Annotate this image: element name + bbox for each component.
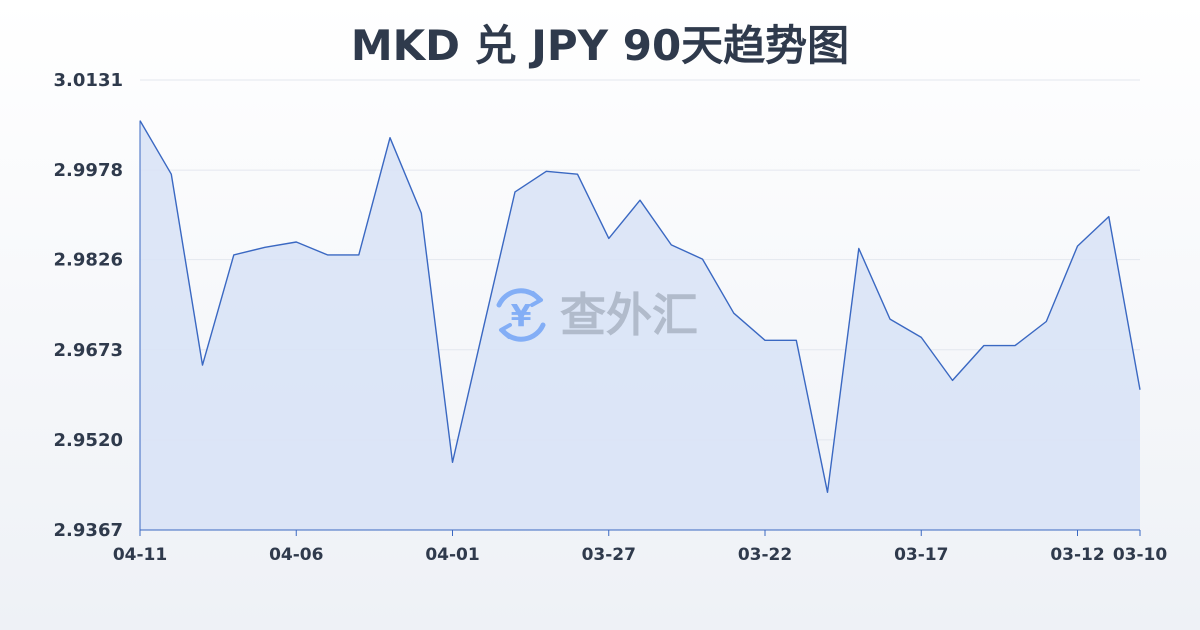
y-tick-label: 2.9978 xyxy=(54,160,123,181)
y-tick-label: 2.9826 xyxy=(54,250,123,271)
y-tick-label: 3.0131 xyxy=(54,70,123,91)
svg-text:¥: ¥ xyxy=(511,299,532,334)
x-tick-label: 04-01 xyxy=(425,545,479,565)
x-tick-label: 04-11 xyxy=(113,545,167,565)
x-tick-label: 03-10 xyxy=(1113,545,1168,565)
watermark-text: 查外汇 xyxy=(560,288,698,342)
y-axis: 3.0131 2.9978 2.9826 2.9673 2.9520 2.9367 xyxy=(54,70,123,541)
watermark: ¥ 查外汇 xyxy=(496,288,698,342)
series-area xyxy=(140,120,1140,530)
x-tick-label: 03-22 xyxy=(738,545,792,565)
y-tick-label: 2.9367 xyxy=(54,520,123,541)
chart-title: MKD 兑 JPY 90天趋势图 xyxy=(351,21,849,70)
x-axis: 04-11 04-06 04-01 03-27 03-22 03-17 03-12 03-10 xyxy=(113,530,1168,565)
x-tick-label: 03-12 xyxy=(1050,545,1104,565)
x-tick-label: 04-06 xyxy=(269,545,323,565)
x-tick-label: 03-27 xyxy=(582,545,636,565)
y-tick-label: 2.9673 xyxy=(54,340,123,361)
x-tick-label: 03-17 xyxy=(894,545,948,565)
series-line xyxy=(139,120,1141,493)
yen-exchange-icon: ¥ xyxy=(496,288,546,342)
y-tick-label: 2.9520 xyxy=(54,430,123,451)
